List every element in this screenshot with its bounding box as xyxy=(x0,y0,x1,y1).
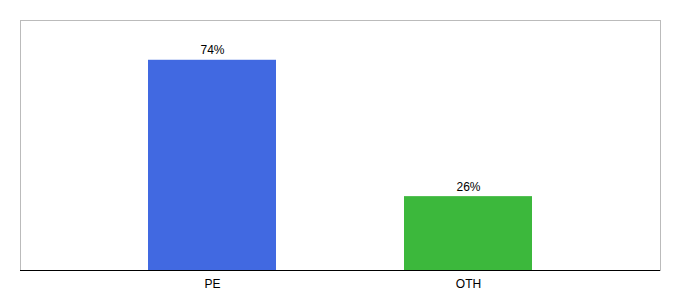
svg-text:74%: 74% xyxy=(200,43,224,57)
svg-text:OTH: OTH xyxy=(456,277,481,291)
svg-text:PE: PE xyxy=(204,277,220,291)
svg-text:26%: 26% xyxy=(456,180,480,194)
